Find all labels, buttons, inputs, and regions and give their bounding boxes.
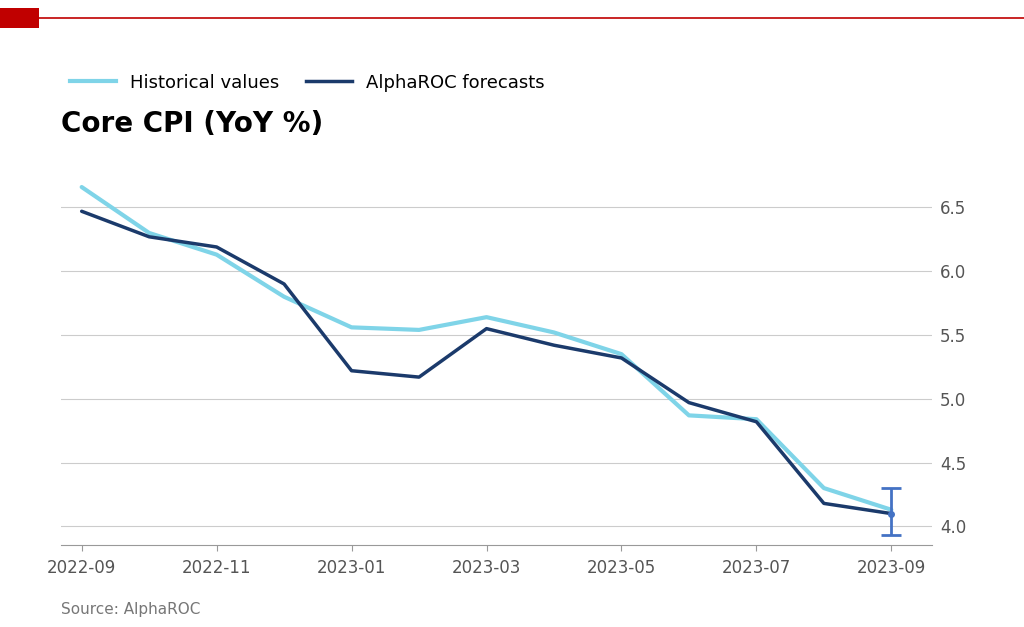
Text: Core CPI (YoY %): Core CPI (YoY %) <box>61 110 324 138</box>
Legend: Historical values, AlphaROC forecasts: Historical values, AlphaROC forecasts <box>71 73 545 92</box>
Text: Source: AlphaROC: Source: AlphaROC <box>61 603 201 618</box>
